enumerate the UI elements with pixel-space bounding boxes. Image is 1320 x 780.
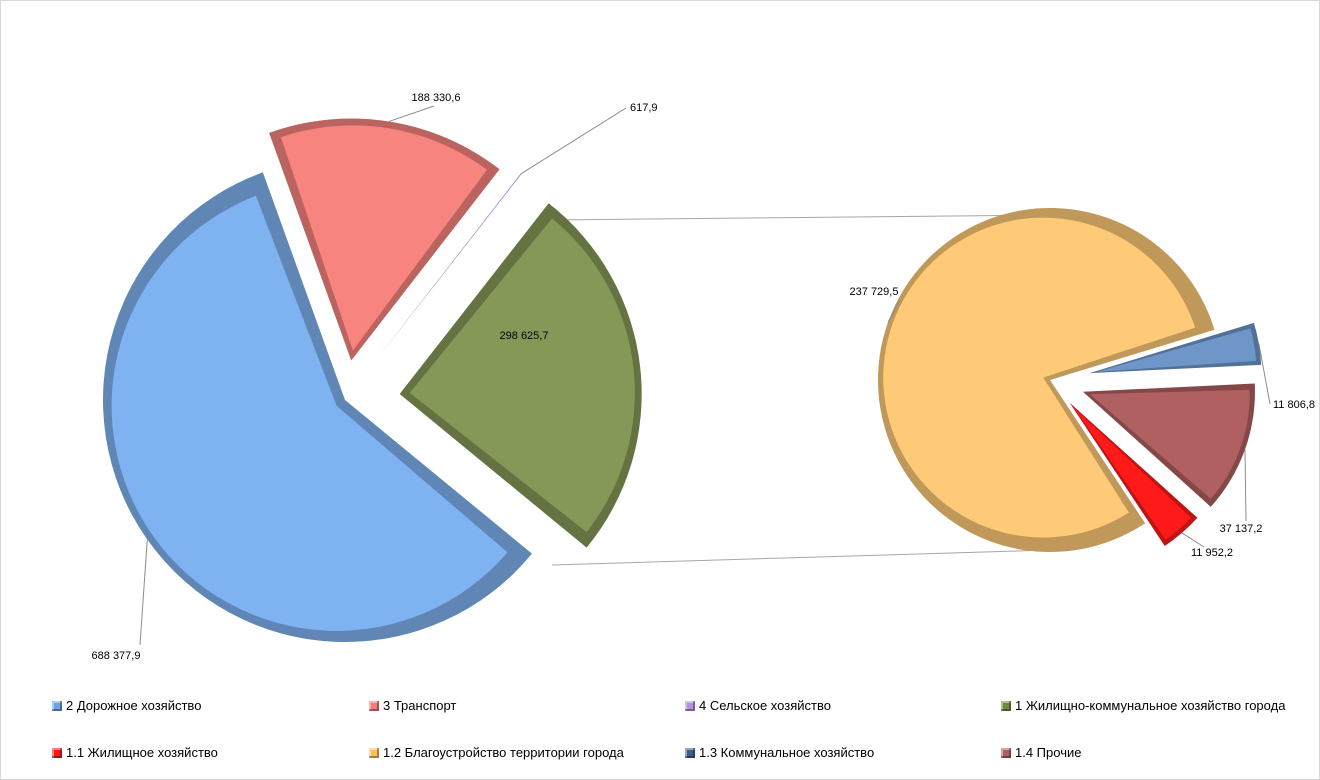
secondary-slice-1-3-коммунальное-хозяйство [1089,322,1262,374]
chart-legend: 2 Дорожное хозяйство 3 Транспорт 4 Сельс… [0,690,1320,770]
data-label: 11 952,2 [1191,547,1233,559]
leader-line [388,105,435,122]
legend-label: 2 Дорожное хозяйство [66,698,202,713]
leader-line [887,299,901,323]
leader-line [1244,449,1247,522]
legend-item: 1.2 Благоустройство территории города [369,745,624,760]
legend-label: 4 Сельское хозяйство [699,698,831,713]
legend-swatch [52,747,62,758]
main-slice-3-транспорт [269,118,500,361]
legend-label: 1.4 Прочие [1015,745,1082,760]
leader-line [139,539,148,646]
secondary-slice-face [883,217,1196,538]
main-slice-face [378,178,518,357]
main-slice-face [111,195,508,631]
legend-swatch [52,700,62,711]
legend-item: 1.1 Жилищное хозяйство [52,745,218,760]
legend-swatch [369,700,379,711]
legend-item: 1.3 Коммунальное хозяйство [685,745,874,760]
legend-swatch [685,700,695,711]
legend-label: 1.2 Благоустройство территории города [383,745,624,760]
data-label: 617,9 [630,102,658,114]
pie-of-pie-chart: 298 625,7 688 377,9 188 330,6 617,9 11 806,8… [92,92,1315,662]
main-slice-4-сельское-хозяйство [372,173,522,365]
legend-swatch [1001,747,1011,758]
legend-label: 1.1 Жилищное хозяйство [66,745,218,760]
secondary-slice-face [1096,328,1257,372]
legend-label: 1.3 Коммунальное хозяйство [699,745,875,760]
main-slice-1-жилищно-коммунальное-хозяйство-города [399,203,642,548]
secondary-slice-1-2-благоустройство-территории-города [877,208,1215,553]
connector-line [551,549,1051,566]
legend-item: 2 Дорожное хозяйство [52,698,201,713]
leader-line [1258,343,1271,405]
secondary-pie [877,208,1262,553]
data-label: 298 625,7 [500,330,549,342]
main-slice-2-дорожное-хозяйство [103,172,532,642]
secondary-slice-1-1-жилищное-хозяйство [1069,402,1198,546]
data-label: 11 806,8 [1273,399,1315,411]
secondary-slice-face [1089,389,1250,499]
main-pie [103,118,642,642]
legend-item: 3 Транспорт [369,698,456,713]
legend-label: 3 Транспорт [383,698,457,713]
legend-swatch [369,747,379,758]
legend-swatch [1001,700,1011,711]
secondary-slice-1-4-прочие [1082,383,1255,507]
legend-label: 1 Жилищно-коммунальное хозяйство города [1015,698,1286,713]
main-slice-face [409,218,635,533]
data-label: 237 729,5 [850,286,899,298]
legend-swatch [685,747,695,758]
leader-line [521,107,627,174]
main-slice-face [280,125,488,351]
secondary-slice-face [1074,408,1191,540]
data-label: 688 377,9 [92,650,141,662]
leader-line [1181,532,1205,548]
legend-item: 1 Жилищно-коммунальное хозяйство города [1001,698,1285,713]
legend-item: 1.4 Прочие [1001,745,1081,760]
connector-line [551,214,1051,221]
data-label: 188 330,6 [412,92,461,104]
legend-item: 4 Сельское хозяйство [685,698,831,713]
data-label: 37 137,2 [1220,523,1263,535]
